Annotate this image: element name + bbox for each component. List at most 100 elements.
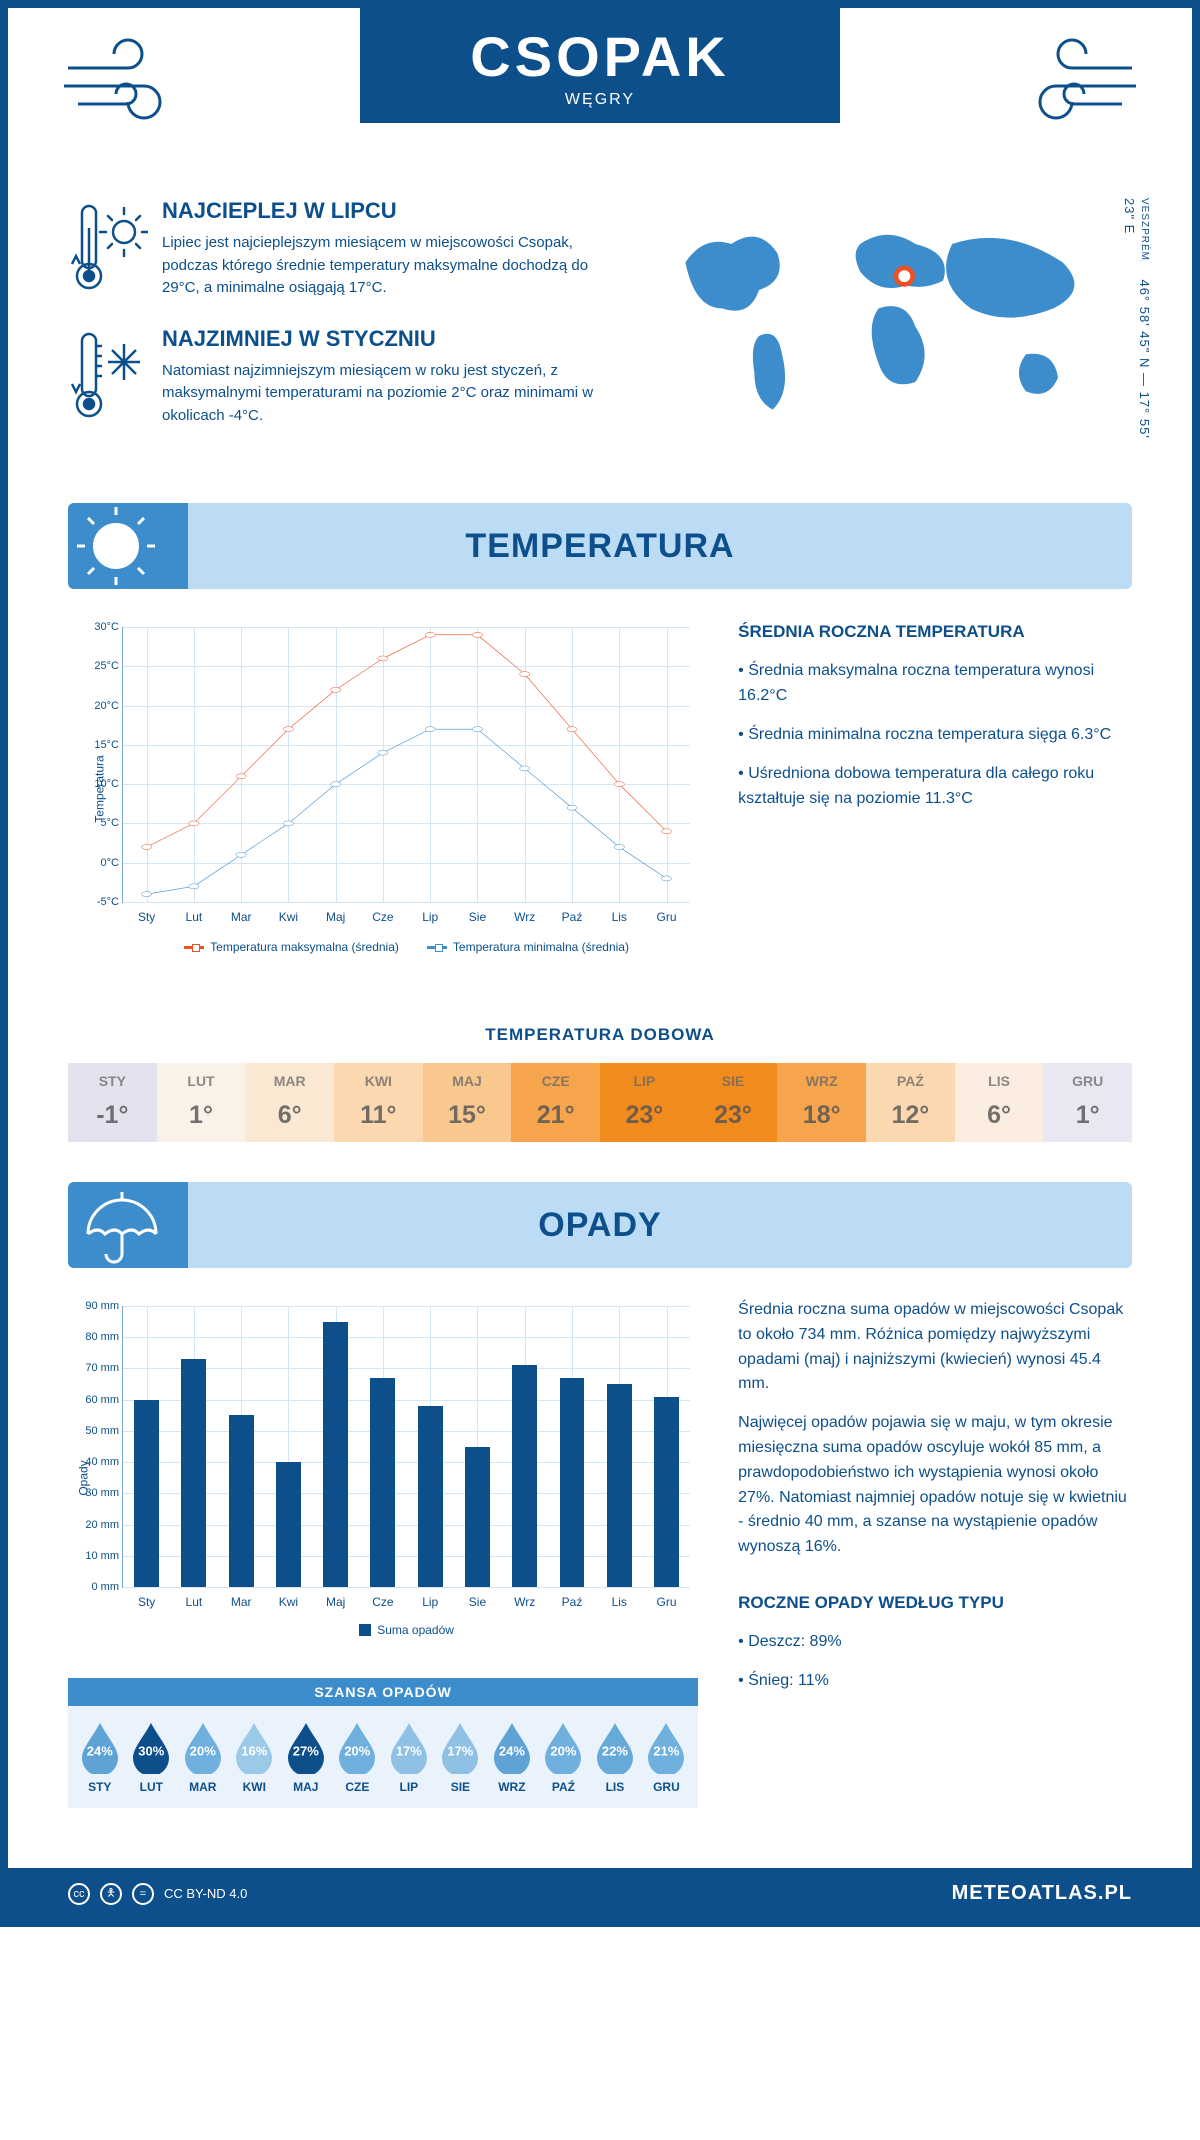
temp-xtick: Lip [422,910,438,924]
precip-para2: Najwięcej opadów pojawia się w maju, w t… [738,1411,1132,1560]
intro-row: NAJCIEPLEJ W LIPCU Lipiec jest najcieple… [8,78,1192,483]
precip-drop: 21%GRU [641,1720,693,1794]
drops-title: SZANSA OPADÓW [68,1678,698,1706]
coldest-text: Natomiast najzimniejszym miesiącem w rok… [162,360,604,428]
precip-drop: 20%PAŹ [538,1720,590,1794]
temp-ytick: 5°C [79,817,119,829]
precip-xtick: Maj [326,1595,345,1609]
precip-ytick: 80 mm [73,1331,119,1343]
precip-drop: 22%LIS [589,1720,641,1794]
daily-temp-cell: CZE21° [511,1063,600,1142]
avg-temp-b3: • Uśredniona dobowa temperatura dla całe… [738,762,1132,812]
by-icon: 🯅 [100,1883,122,1905]
umbrella-section-icon [68,1182,188,1268]
sun-section-icon [68,503,188,589]
precip-xtick: Wrz [514,1595,535,1609]
precip-left: Opady 0 mm10 mm20 mm30 mm40 mm50 mm60 mm… [68,1298,698,1808]
precip-drop: 20%MAR [177,1720,229,1794]
precip-drop: 24%WRZ [486,1720,538,1794]
temp-xtick: Sie [469,910,486,924]
temp-ytick: -5°C [79,896,119,908]
precip-ytick: 90 mm [73,1300,119,1312]
temp-xtick: Lut [186,910,203,924]
precip-xtick: Paź [562,1595,583,1609]
precip-section-label: OPADY [538,1206,661,1245]
precip-bar [181,1359,206,1587]
daily-temp-title: TEMPERATURA DOBOWA [8,1025,1192,1045]
precip-para1: Średnia roczna suma opadów w miejscowośc… [738,1298,1132,1397]
temp-ytick: 10°C [79,778,119,790]
precip-xtick: Gru [657,1595,677,1609]
temp-ytick: 25°C [79,660,119,672]
hottest-text: Lipiec jest najcieplejszym miesiącem w m… [162,232,604,300]
precip-bar [465,1447,490,1588]
precip-xtick: Cze [372,1595,393,1609]
temp-xtick: Cze [372,910,393,924]
precip-bar [654,1397,679,1587]
title-banner: CSOPAK WĘGRY [360,8,840,123]
avg-temp-title: ŚREDNIA ROCZNA TEMPERATURA [738,619,1132,645]
precip-xtick: Mar [231,1595,252,1609]
drops-row: 24%STY30%LUT20%MAR16%KWI27%MAJ20%CZE17%L… [68,1706,698,1808]
city-name: CSOPAK [360,24,840,89]
precip-legend: Suma opadów [123,1623,690,1639]
avg-temp-b2: • Średnia minimalna roczna temperatura s… [738,723,1132,748]
region-label: VESZPRÉM [1139,198,1150,261]
temp-xtick: Maj [326,910,345,924]
daily-temp-cell: WRZ18° [777,1063,866,1142]
hottest-title: NAJCIEPLEJ W LIPCU [162,198,604,224]
intro-left: NAJCIEPLEJ W LIPCU Lipiec jest najcieple… [68,198,604,453]
precip-bar [229,1415,254,1587]
precip-drop: 24%STY [74,1720,126,1794]
temp-ytick: 20°C [79,700,119,712]
precip-body: Opady 0 mm10 mm20 mm30 mm40 mm50 mm60 mm… [8,1298,1192,1838]
precip-bar [323,1322,348,1587]
temp-plot-area: -5°C0°C5°C10°C15°C20°C25°C30°CStyLutMarK… [122,627,690,903]
temp-xtick: Gru [657,910,677,924]
precip-section-bar: OPADY [68,1182,1132,1268]
license-text: CC BY-ND 4.0 [164,1886,247,1901]
footer-site: METEOATLAS.PL [952,1882,1132,1905]
footer: cc 🯅 = CC BY-ND 4.0 METEOATLAS.PL [8,1868,1192,1919]
temp-ytick: 0°C [79,857,119,869]
precip-type-b1: • Deszcz: 89% [738,1630,1132,1655]
temperature-summary: ŚREDNIA ROCZNA TEMPERATURA • Średnia mak… [738,619,1132,959]
precip-bar [560,1378,585,1587]
precip-drop: 17%SIE [435,1720,487,1794]
cc-icon: cc [68,1883,90,1905]
temperature-body: Temperatura -5°C0°C5°C10°C15°C20°C25°C30… [8,619,1192,989]
temp-xtick: Sty [138,910,155,924]
precip-chart: Opady 0 mm10 mm20 mm30 mm40 mm50 mm60 mm… [68,1298,698,1658]
temperature-chart-wrap: Temperatura -5°C0°C5°C10°C15°C20°C25°C30… [68,619,698,959]
temp-ytick: 30°C [79,621,119,633]
daily-temp-cell: SIE23° [689,1063,778,1142]
precip-bar [134,1400,159,1587]
wind-decoration-left [58,38,218,128]
daily-temp-cell: STY-1° [68,1063,157,1142]
wind-decoration-right [982,38,1142,128]
daily-temp-cell: GRU1° [1043,1063,1132,1142]
precip-bar [370,1378,395,1587]
page: CSOPAK WĘGRY [0,0,1200,1927]
temperature-section-bar: TEMPERATURA [68,503,1132,589]
precip-xtick: Sie [469,1595,486,1609]
header: CSOPAK WĘGRY [8,8,1192,78]
nd-icon: = [132,1883,154,1905]
drops-panel: SZANSA OPADÓW 24%STY30%LUT20%MAR16%KWI27… [68,1678,698,1808]
coordinates: VESZPRÉM 46° 58' 45" N — 17° 55' 23" E [1122,198,1152,453]
precip-ytick: 30 mm [73,1487,119,1499]
world-map [644,198,1132,428]
precip-right: Średnia roczna suma opadów w miejscowośc… [738,1298,1132,1808]
coldest-block: NAJZIMNIEJ W STYCZNIU Natomiast najzimni… [68,326,604,428]
precip-xtick: Sty [138,1595,155,1609]
country-name: WĘGRY [360,91,840,109]
thermometer-sun-icon [68,198,148,298]
precip-ytick: 40 mm [73,1456,119,1468]
precip-ytick: 20 mm [73,1519,119,1531]
temperature-chart: Temperatura -5°C0°C5°C10°C15°C20°C25°C30… [68,619,698,959]
precip-xtick: Kwi [279,1595,298,1609]
precip-xtick: Lut [186,1595,203,1609]
temp-xtick: Lis [612,910,627,924]
precip-ytick: 70 mm [73,1362,119,1374]
precip-bar [418,1406,443,1587]
